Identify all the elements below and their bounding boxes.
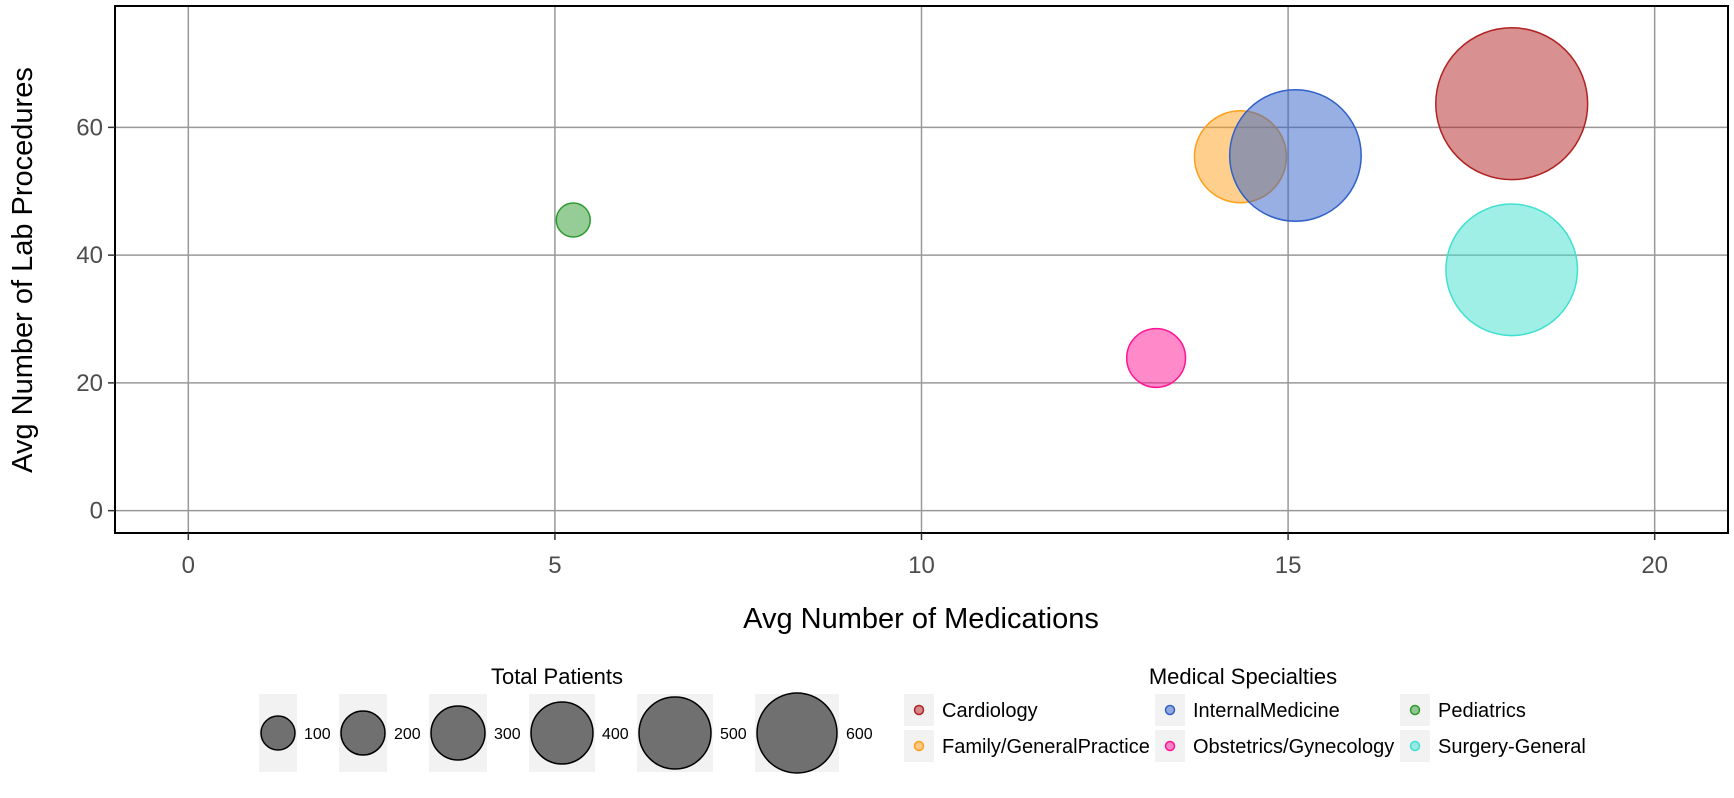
bubble-internalmedicine bbox=[1228, 88, 1362, 222]
bubble-obstetrics-gynecology bbox=[1125, 327, 1187, 389]
color-legend-swatch-pediatrics bbox=[1409, 704, 1421, 716]
size-legend-circle-200 bbox=[340, 710, 386, 756]
x-tick-label-3: 15 bbox=[1275, 552, 1302, 579]
size-legend-circle-300 bbox=[430, 705, 486, 761]
size-legend-label-400: 400 bbox=[602, 726, 629, 743]
color-legend-label-pediatrics: Pediatrics bbox=[1438, 700, 1526, 722]
x-tick-label-2: 10 bbox=[908, 552, 935, 579]
size-legend-circle-100 bbox=[260, 715, 296, 751]
color-legend-swatch-surgery-general bbox=[1409, 740, 1421, 752]
color-legend-swatch-family-generalpractice bbox=[913, 740, 925, 752]
y-tick-label-2: 40 bbox=[76, 242, 103, 269]
color-legend-label-obstetrics-gynecology: Obstetrics/Gynecology bbox=[1193, 736, 1394, 758]
x-axis-title: Avg Number of Medications bbox=[743, 603, 1099, 635]
size-legend-label-300: 300 bbox=[494, 726, 521, 743]
size-legend-label-100: 100 bbox=[304, 726, 331, 743]
y-tick-label-3: 60 bbox=[76, 114, 103, 141]
y-tick-label-1: 20 bbox=[76, 370, 103, 397]
size-legend-circle-600 bbox=[756, 692, 838, 774]
bubble-cardiology bbox=[1435, 27, 1589, 181]
x-tick-label-0: 0 bbox=[182, 552, 195, 579]
y-axis-title: Avg Number of Lab Procedures bbox=[7, 67, 39, 473]
size-legend-label-500: 500 bbox=[720, 726, 747, 743]
size-legend-circle-400 bbox=[530, 701, 594, 765]
color-legend-label-internalmedicine: InternalMedicine bbox=[1193, 700, 1340, 722]
x-tick-label-1: 5 bbox=[548, 552, 561, 579]
y-tick-label-0: 0 bbox=[90, 498, 103, 525]
color-legend-swatch-internalmedicine bbox=[1164, 704, 1176, 716]
size-legend: Total Patients 100 200 300 400 500 600 bbox=[259, 664, 873, 774]
size-legend-title: Total Patients bbox=[491, 664, 623, 689]
color-legend-label-surgery-general: Surgery-General bbox=[1438, 736, 1586, 758]
size-legend-label-600: 600 bbox=[846, 726, 873, 743]
color-legend-label-cardiology: Cardiology bbox=[942, 700, 1038, 722]
bubble-pediatrics bbox=[555, 202, 591, 238]
color-legend-title: Medical Specialties bbox=[1149, 664, 1337, 689]
color-legend-swatch-cardiology bbox=[913, 704, 925, 716]
size-legend-label-200: 200 bbox=[394, 726, 421, 743]
data-points bbox=[555, 27, 1589, 389]
bubble-surgery-general bbox=[1445, 203, 1579, 337]
x-tick-label-4: 20 bbox=[1641, 552, 1668, 579]
x-axis-ticks: 0 5 10 15 20 bbox=[182, 533, 1668, 579]
size-legend-circle-500 bbox=[638, 696, 712, 770]
y-axis-ticks: 0 20 40 60 bbox=[76, 114, 115, 525]
color-legend-label-family-generalpractice: Family/GeneralPractice bbox=[942, 736, 1150, 758]
color-legend-swatch-obstetrics-gynecology bbox=[1164, 740, 1176, 752]
color-legend: Medical Specialties Cardiology Family/Gen… bbox=[904, 664, 1586, 762]
